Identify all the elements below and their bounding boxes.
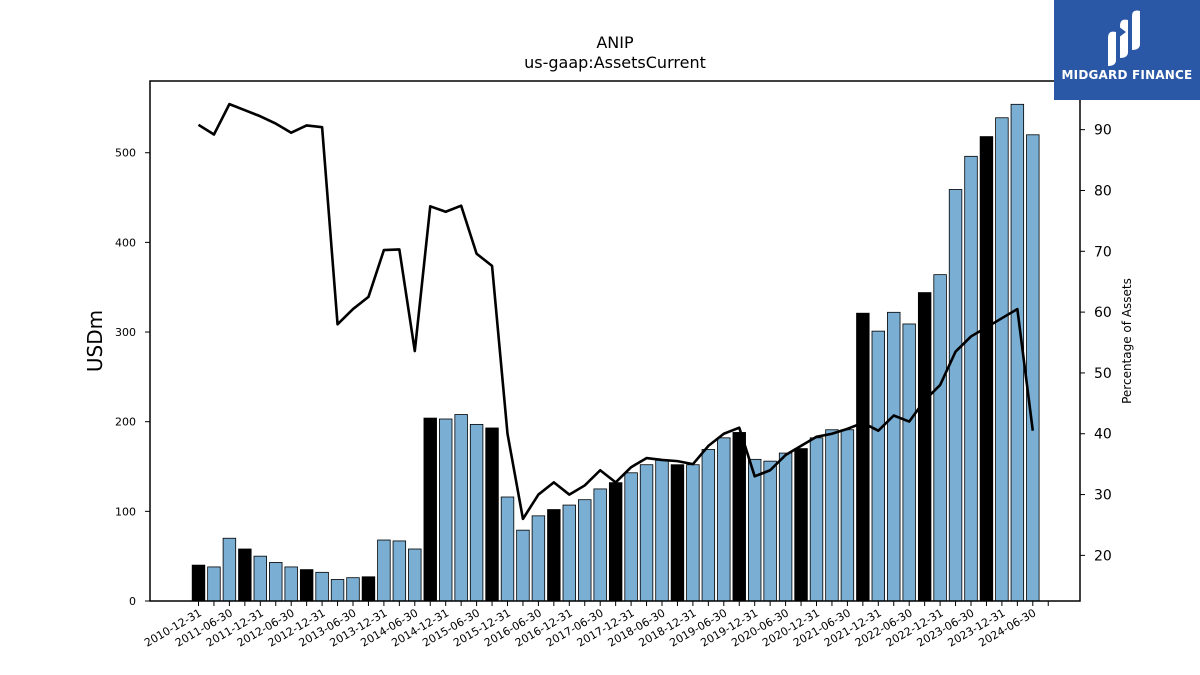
bar [284, 566, 298, 602]
bar [562, 504, 577, 602]
bar [964, 155, 978, 602]
y-tick-label: 500 [115, 147, 136, 160]
bar [191, 564, 206, 602]
y2-tick-label: 20 [1094, 548, 1112, 564]
bar [578, 499, 592, 602]
brand-logo: MIDGARD FINANCE [1054, 0, 1200, 100]
bar [253, 555, 268, 602]
bar [825, 429, 839, 602]
y-tick-label: 400 [115, 236, 136, 249]
bar [269, 562, 283, 602]
bar [809, 437, 824, 602]
percentage-line [197, 102, 1035, 521]
bar [979, 136, 994, 602]
bar [701, 449, 716, 602]
bar [423, 417, 437, 602]
bar [686, 464, 700, 602]
y2-axis-label: Percentage of Assets [1120, 278, 1134, 404]
bar [408, 548, 422, 602]
bar [516, 529, 530, 602]
bar [732, 432, 746, 602]
bar [778, 452, 793, 602]
y2-tick-label: 90 [1094, 123, 1112, 139]
logo-text: MIDGARD FINANCE [1061, 68, 1193, 82]
plot-frame [149, 80, 1081, 602]
bar [902, 323, 916, 602]
bar [531, 515, 546, 602]
bar [222, 537, 237, 602]
line-series [197, 102, 1035, 521]
bar [933, 274, 947, 602]
y-tick-label: 100 [115, 505, 136, 518]
bar [438, 418, 453, 602]
bar [887, 311, 901, 602]
y-tick-label: 300 [115, 326, 136, 339]
bar [624, 472, 638, 602]
bar [917, 292, 932, 602]
bar [392, 540, 407, 602]
y2-tick-label: 30 [1094, 488, 1112, 504]
y2-tick-label: 40 [1094, 427, 1112, 443]
y2-tick-label: 70 [1094, 244, 1112, 260]
y-axis-label: USDm [83, 310, 107, 372]
bar [608, 482, 623, 602]
bar [207, 566, 221, 602]
bar [948, 189, 963, 602]
y-tick-label: 0 [129, 595, 136, 608]
bar [299, 569, 314, 602]
bar [995, 117, 1009, 602]
bar [330, 579, 345, 602]
y-tick-label: 200 [115, 416, 136, 429]
y-axis-right: 20 30 40 50 60 70 80 90 [1080, 123, 1112, 564]
bar [485, 427, 499, 602]
chart-title: ANIP [596, 33, 634, 52]
bar [361, 576, 376, 602]
bar [469, 423, 484, 602]
bar [748, 458, 762, 602]
bar [547, 509, 561, 602]
bar [871, 330, 886, 602]
bar [454, 414, 468, 602]
bar [763, 460, 777, 602]
bar [639, 464, 654, 602]
bar [315, 571, 329, 602]
midgard-logo-icon [1108, 10, 1140, 67]
y2-tick-label: 50 [1094, 366, 1112, 382]
bar [794, 448, 808, 602]
y2-tick-label: 60 [1094, 305, 1112, 321]
bar [717, 437, 731, 602]
bar [1026, 134, 1040, 602]
bar [377, 539, 391, 602]
bar-series [191, 103, 1040, 602]
bar [840, 429, 855, 602]
bar [655, 459, 669, 602]
bar [856, 312, 870, 602]
bar [346, 577, 360, 602]
y-axis-left: 0 100 200 300 400 500 [115, 147, 150, 608]
chart-subtitle: us-gaap:AssetsCurrent [524, 53, 706, 72]
bar [238, 548, 252, 602]
bar [593, 488, 607, 602]
y2-tick-label: 80 [1094, 183, 1112, 199]
bar [500, 496, 515, 602]
x-axis: 2010-12-312011-06-302011-12-312012-06-30… [142, 601, 1049, 650]
bar [670, 464, 685, 602]
